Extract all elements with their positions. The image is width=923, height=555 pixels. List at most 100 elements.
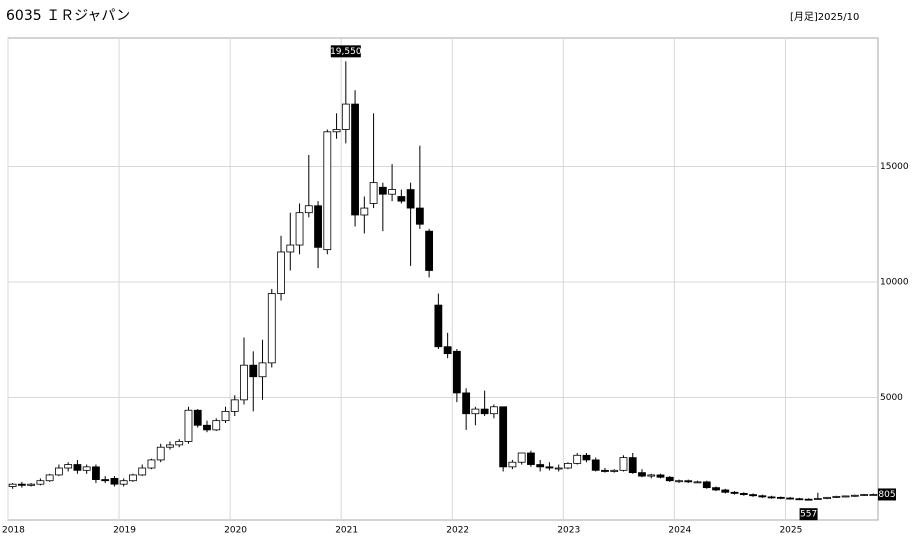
candle-body <box>64 464 73 469</box>
candle-body <box>758 495 767 498</box>
candle-body <box>545 466 554 469</box>
candle-body <box>786 497 794 500</box>
candle-body <box>508 461 517 468</box>
candle-body <box>397 196 406 202</box>
candle-body <box>351 103 359 216</box>
x-tick-label: 2025 <box>779 526 802 536</box>
candle-body <box>92 466 100 480</box>
candle-body <box>730 491 739 494</box>
high-label-bg <box>330 45 361 58</box>
candle-body <box>517 452 526 463</box>
y-tick-label: 5000 <box>880 393 903 403</box>
candle-body <box>166 444 174 448</box>
x-tick-label: 2022 <box>446 526 469 536</box>
candle-body <box>619 457 628 471</box>
x-tick-label: 2021 <box>335 526 358 536</box>
candle-body <box>582 454 591 461</box>
y-tick-label: 10000 <box>880 278 909 288</box>
x-tick-label: 2024 <box>668 526 691 536</box>
y-tick-label: 15000 <box>880 162 909 172</box>
candle-body <box>749 494 757 497</box>
candle-body <box>462 392 471 415</box>
x-tick-label: 2020 <box>224 526 247 536</box>
candle-body <box>27 483 36 486</box>
candle-body <box>425 230 434 271</box>
candle-body <box>776 496 785 499</box>
candle-body <box>767 496 776 499</box>
candle-body <box>8 483 17 487</box>
candle-body <box>499 406 508 468</box>
last-label-bg <box>878 488 896 501</box>
candle-body <box>693 481 702 484</box>
candle-body <box>258 362 267 378</box>
last-label: 805 <box>878 490 895 500</box>
candle-body <box>406 189 415 209</box>
candle-body <box>628 457 637 474</box>
candle-body <box>369 182 378 204</box>
candle-body <box>471 408 480 415</box>
candle-body <box>360 207 369 216</box>
high-label: 19,550 <box>330 47 362 57</box>
candle-body <box>221 410 230 422</box>
low-label: 557 <box>800 510 817 520</box>
candle-body <box>73 464 82 471</box>
candle-body <box>240 364 248 401</box>
candle-body <box>138 467 147 476</box>
candle-body <box>554 467 563 470</box>
candle-body <box>193 409 202 426</box>
x-tick-label: 2019 <box>113 526 136 536</box>
candle-body <box>573 454 582 464</box>
candle-body <box>675 480 683 483</box>
x-tick-label: 2023 <box>557 526 580 536</box>
candle-body <box>813 498 822 500</box>
candle-body <box>175 441 184 446</box>
candle-body <box>665 476 674 482</box>
candle-body <box>314 205 322 248</box>
candle-body <box>295 212 304 246</box>
candle-body <box>638 472 646 477</box>
low-label-bg <box>799 508 818 521</box>
candle-body <box>850 494 859 497</box>
chart-subtitle: [月足]2025/10 <box>790 11 859 23</box>
candle-body <box>647 474 656 477</box>
candle-body <box>378 186 387 195</box>
candle-body <box>656 474 665 478</box>
candle-body <box>304 205 313 214</box>
candle-body <box>129 474 137 482</box>
candle-body <box>341 103 350 130</box>
candle-body <box>388 189 396 195</box>
chart-title: 6035 ＩＲジャパン <box>6 8 130 24</box>
candle-body <box>323 131 332 251</box>
candle-body <box>712 487 720 491</box>
x-tick-label: 2018 <box>2 526 25 536</box>
candle-body <box>45 474 54 482</box>
candle-body <box>739 493 748 495</box>
candle-body <box>55 467 63 476</box>
candle-body <box>527 452 535 465</box>
candle-body <box>795 498 804 501</box>
candle-body <box>17 483 26 486</box>
candle-body <box>721 489 730 493</box>
candle-body <box>277 251 285 294</box>
plot-frame <box>7 37 879 521</box>
candle-body <box>601 469 609 472</box>
candle-body <box>82 466 91 471</box>
candle-body <box>860 494 869 496</box>
candle-body <box>212 420 221 431</box>
candle-body <box>119 480 128 485</box>
candle-body <box>832 496 841 498</box>
candle-body <box>110 478 119 485</box>
candle-body <box>684 480 693 483</box>
candle-body <box>156 446 165 461</box>
candle-body <box>564 462 572 469</box>
candle-body <box>702 481 711 489</box>
candle-body <box>536 464 545 468</box>
candle-body <box>841 495 850 498</box>
candle-body <box>415 207 424 225</box>
candle-body <box>267 293 276 364</box>
candle-body <box>101 479 110 482</box>
candle-body <box>184 409 193 442</box>
candle-body <box>443 346 452 355</box>
candle-body <box>36 480 45 485</box>
